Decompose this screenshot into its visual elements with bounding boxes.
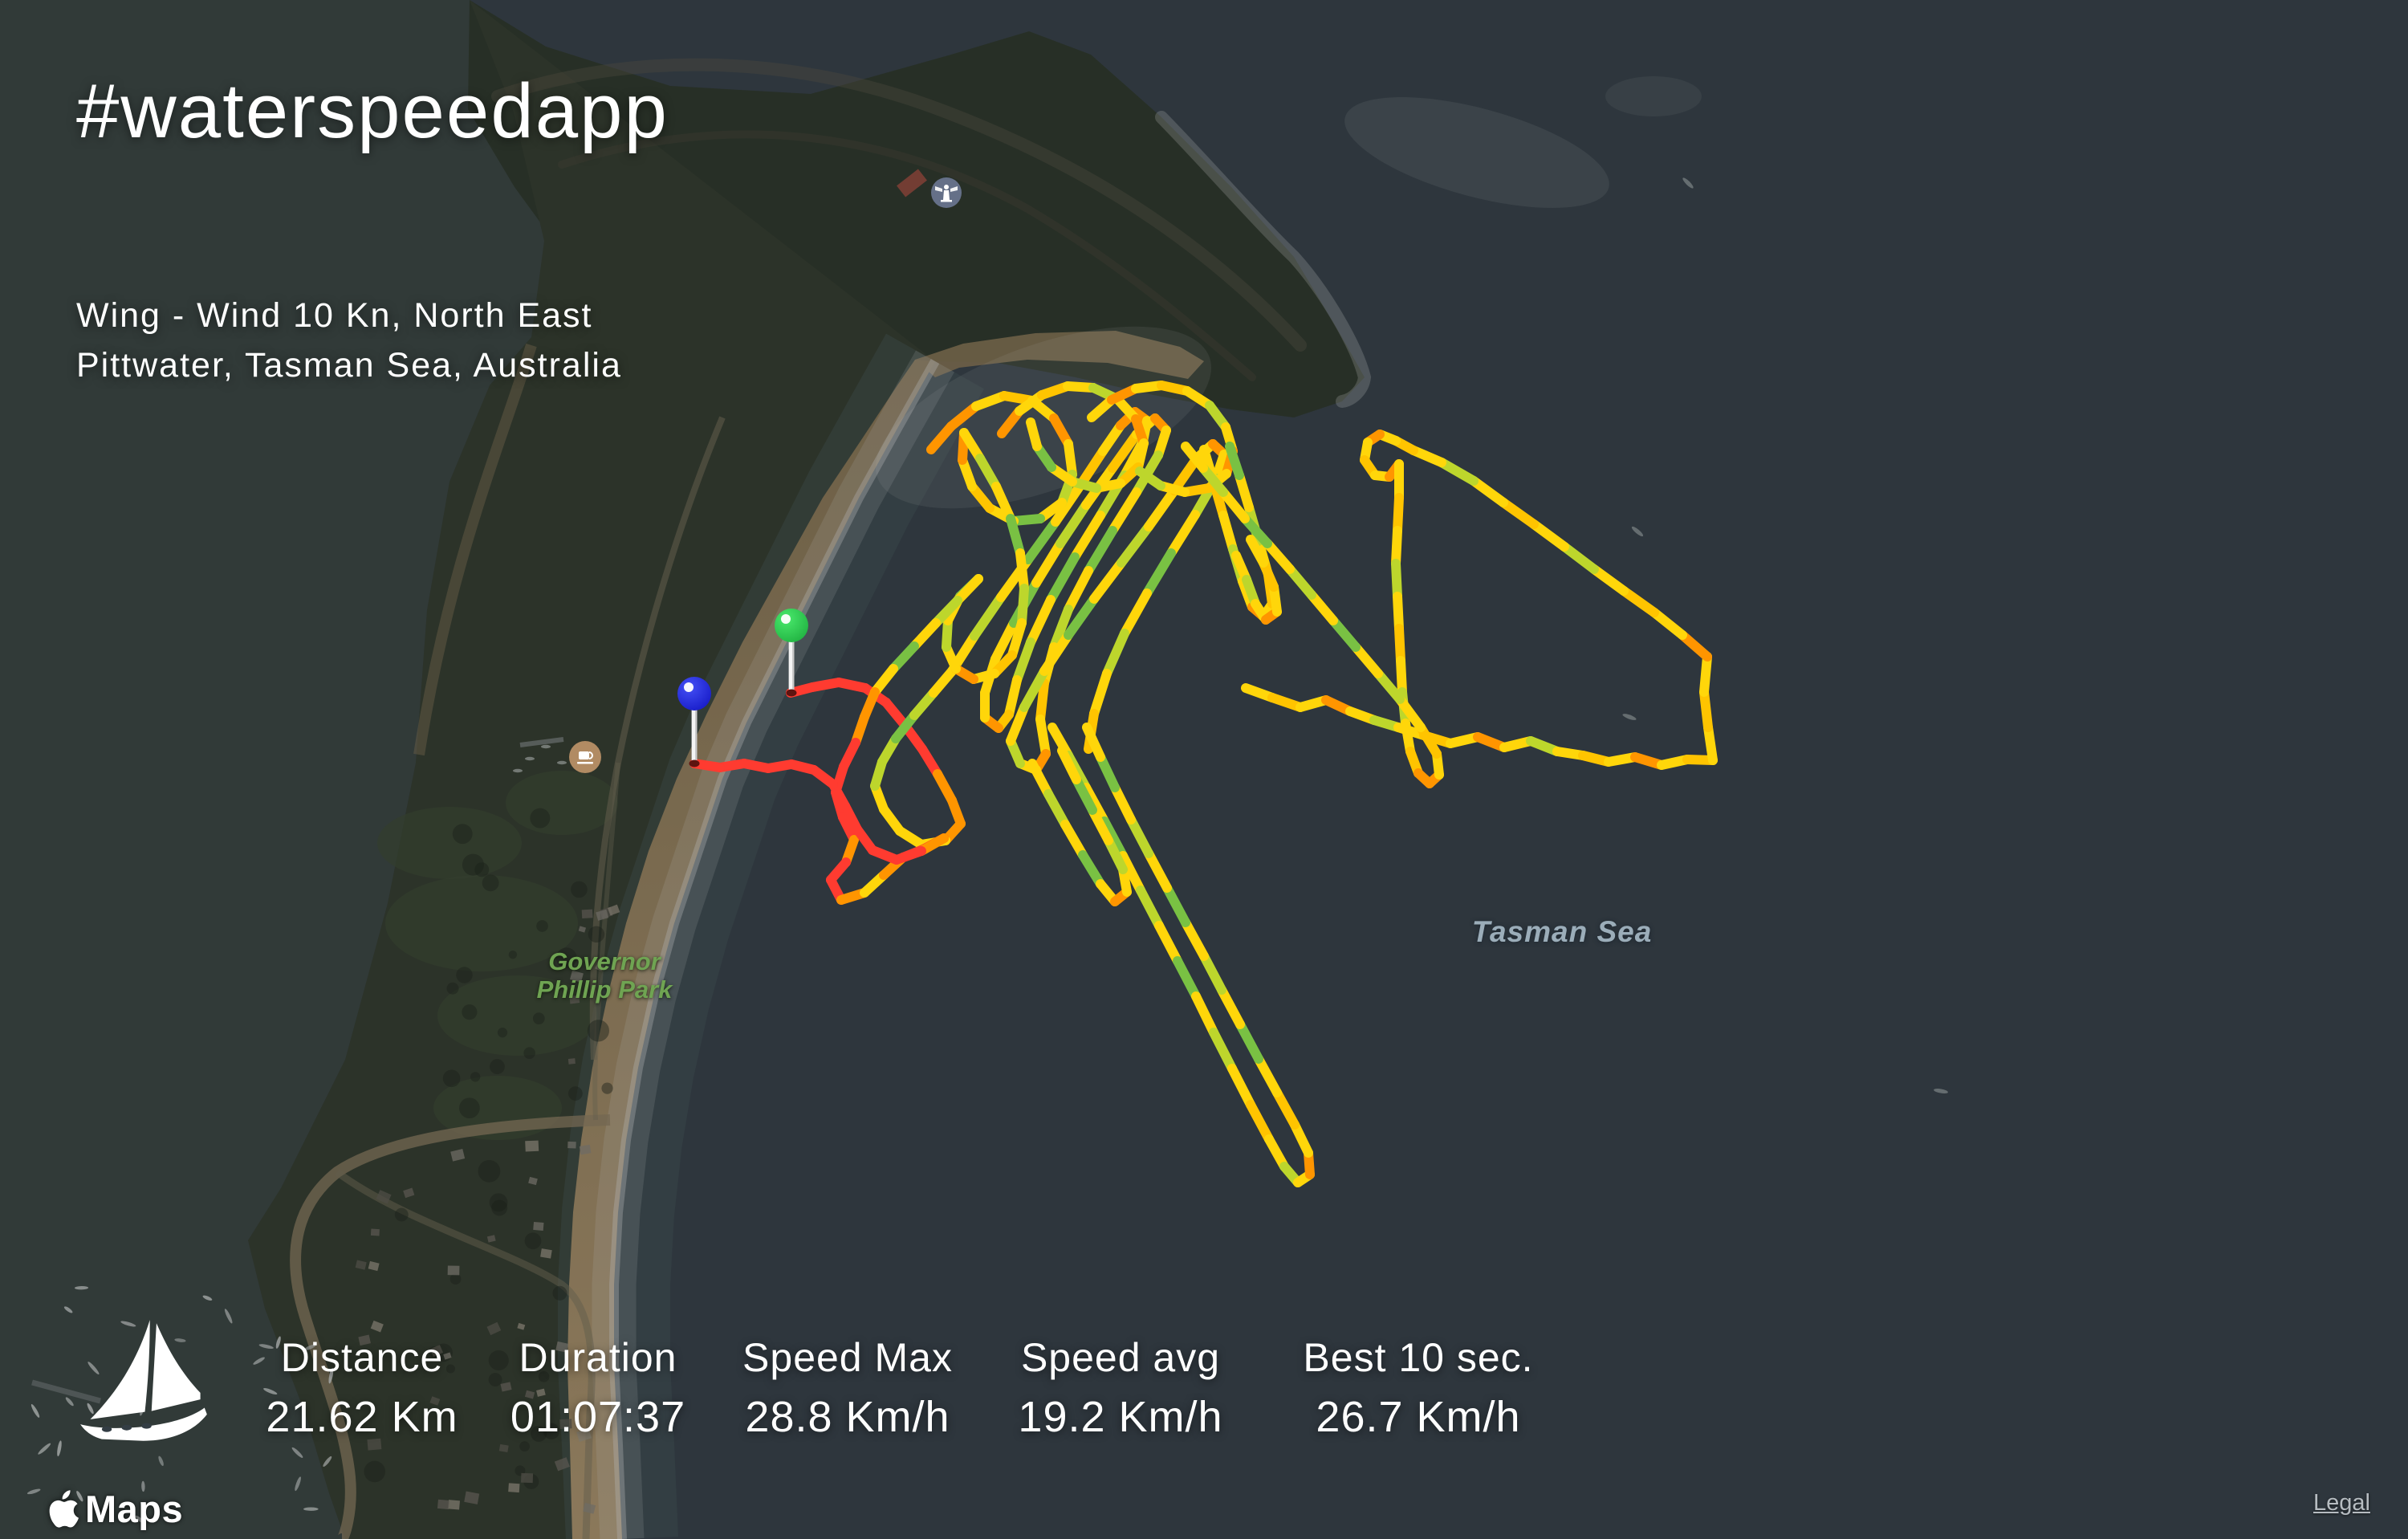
park-name-label: Governor Phillip Park bbox=[537, 947, 673, 1004]
stat-value: 28.8 Km/h bbox=[745, 1393, 950, 1441]
stats-bar: Distance 21.62 Km Duration 01:07:37 Speed Ma… bbox=[0, 1334, 2408, 1447]
north-beach bbox=[915, 331, 1204, 379]
stat-distance: Distance 21.62 Km bbox=[266, 1334, 458, 1442]
route-pins bbox=[677, 609, 808, 767]
gps-speed-track bbox=[689, 381, 1718, 1187]
stat-value: 19.2 Km/h bbox=[1018, 1393, 1223, 1441]
stat-value: 21.62 Km bbox=[266, 1393, 458, 1441]
houses bbox=[355, 904, 620, 1514]
sea-foam-2 bbox=[1605, 76, 1702, 116]
session-location: Pittwater, Tasman Sea, Australia bbox=[76, 346, 622, 385]
cafe-poi-icon[interactable] bbox=[569, 741, 601, 773]
park-green-patches bbox=[377, 771, 618, 1140]
stat-label: Speed Max bbox=[742, 1335, 953, 1380]
ocean-beach bbox=[567, 360, 935, 1539]
stat-label: Duration bbox=[519, 1335, 677, 1380]
stat-label: Distance bbox=[280, 1335, 444, 1380]
pittwater-water bbox=[0, 0, 544, 1539]
roads bbox=[290, 416, 726, 1539]
stat-best-10-sec-: Best 10 sec. 26.7 Km/h bbox=[1303, 1334, 1533, 1442]
headland-surf bbox=[1155, 111, 1372, 408]
station-beach bbox=[413, 343, 537, 756]
session-subtitle: Wing - Wind 10 Kn, North East Pittwater,… bbox=[76, 291, 622, 391]
surf-band bbox=[592, 350, 954, 1539]
app-title: #waterspeedapp bbox=[76, 68, 669, 154]
stat-label: Best 10 sec. bbox=[1303, 1335, 1534, 1380]
start-pin[interactable] bbox=[775, 609, 808, 697]
headland-ridge bbox=[491, 58, 1307, 381]
stat-speed-max: Speed Max 28.8 Km/h bbox=[742, 1334, 953, 1442]
legal-link[interactable]: Legal bbox=[2313, 1490, 2370, 1516]
stat-duration: Duration 01:07:37 bbox=[510, 1334, 685, 1442]
end-pin[interactable] bbox=[677, 677, 711, 767]
park-name-line2: Phillip Park bbox=[536, 975, 673, 1004]
apple-maps-attribution: Maps bbox=[47, 1487, 183, 1531]
lighthouse-poi-icon[interactable] bbox=[931, 177, 962, 208]
session-conditions: Wing - Wind 10 Kn, North East bbox=[76, 296, 593, 335]
stat-value: 26.7 Km/h bbox=[1316, 1393, 1521, 1441]
sea-foam bbox=[1344, 97, 1609, 208]
stat-speed-avg: Speed avg 19.2 Km/h bbox=[1018, 1334, 1222, 1442]
apple-logo-icon bbox=[49, 1489, 79, 1528]
building-roof bbox=[897, 169, 927, 197]
sea-name-label: Tasman Sea bbox=[1471, 915, 1653, 948]
park-name-line1: Governor bbox=[548, 947, 661, 975]
stat-label: Speed avg bbox=[1020, 1335, 1221, 1380]
moored-boats bbox=[26, 177, 1948, 1524]
stat-value: 01:07:37 bbox=[510, 1393, 686, 1441]
sailboat-logo bbox=[80, 1320, 207, 1441]
surf-line bbox=[609, 359, 940, 1539]
maps-brand-label: Maps bbox=[85, 1488, 184, 1530]
